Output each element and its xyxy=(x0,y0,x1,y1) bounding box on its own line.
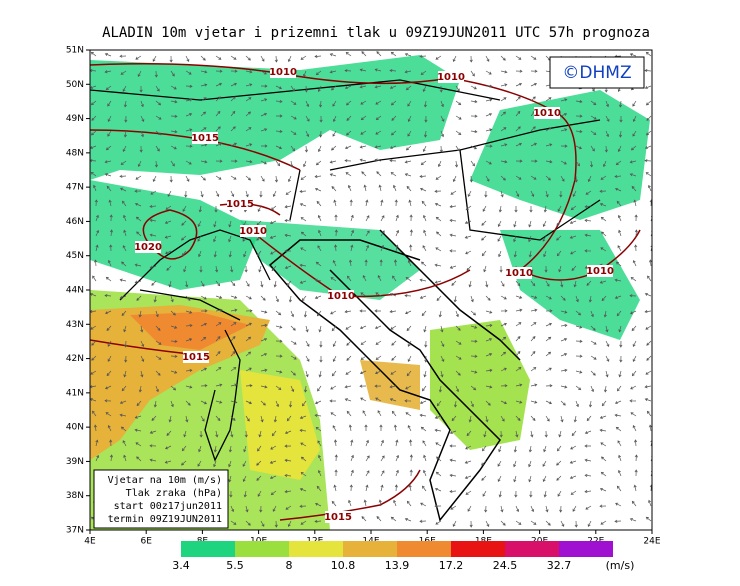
isobar-label: 1015 xyxy=(182,352,210,363)
lat-label: 37N xyxy=(66,526,84,536)
colorbar-label: 17.2 xyxy=(439,559,464,572)
lat-label: 39N xyxy=(66,457,84,467)
lat-label: 51N xyxy=(66,46,84,56)
isobar-label: 1015 xyxy=(226,199,254,210)
lat-label: 38N xyxy=(66,491,84,501)
isobar-label: 1020 xyxy=(134,242,162,253)
lat-label: 42N xyxy=(66,354,84,364)
logo-box xyxy=(549,56,645,89)
colorbar-label: 13.9 xyxy=(385,559,410,572)
colorbar-label: 24.5 xyxy=(493,559,518,572)
info-line: Vjetar na 10m (m/s) xyxy=(108,475,222,486)
coastline xyxy=(268,229,521,522)
border xyxy=(90,79,601,462)
info-line: termin 09Z19JUN2011 xyxy=(108,514,222,525)
colorbar-swatch xyxy=(397,541,451,557)
colorbar-swatch xyxy=(559,541,613,557)
isobar-label: 1015 xyxy=(324,512,352,523)
wind-field xyxy=(90,305,270,460)
lat-label: 48N xyxy=(66,148,84,158)
info-line: Tlak zraka (hPa) xyxy=(126,488,222,499)
lat-label: 46N xyxy=(66,217,84,227)
lat-label: 41N xyxy=(66,388,84,398)
colorbar-label: 8 xyxy=(286,559,293,572)
wind-field xyxy=(240,220,420,300)
lon-label: 6E xyxy=(140,537,152,547)
colorbar-label: 3.4 xyxy=(172,559,190,572)
lat-label: 45N xyxy=(66,251,84,261)
isobar-label: 1010 xyxy=(269,67,297,78)
colorbar-label: 5.5 xyxy=(226,559,244,572)
lat-label: 44N xyxy=(66,286,84,296)
isobar-label-bg xyxy=(192,132,218,144)
isobar-label-bg xyxy=(183,351,209,363)
colorbar-swatch xyxy=(181,541,235,557)
lon-label: 24E xyxy=(643,537,660,547)
wind-field xyxy=(90,180,260,290)
colorbar-swatch xyxy=(451,541,505,557)
isobar-label-bg xyxy=(135,241,161,253)
colorbar-swatch xyxy=(235,541,289,557)
isobar-label: 1015 xyxy=(191,133,219,144)
wind-field xyxy=(360,360,420,410)
colorbar-swatch xyxy=(289,541,343,557)
colorbar-label: 10.8 xyxy=(331,559,356,572)
isobar-label-bg xyxy=(240,225,266,237)
isobar-label: 1010 xyxy=(239,226,267,237)
wind-arrows xyxy=(90,51,652,528)
wind-field xyxy=(130,312,250,350)
info-box xyxy=(93,469,229,529)
isobar-label: 1010 xyxy=(533,108,561,119)
isobar-label-bg xyxy=(438,71,464,83)
lat-label: 49N xyxy=(66,114,84,124)
wind-field xyxy=(240,370,320,480)
lat-label: 40N xyxy=(66,423,84,433)
isobar-label: 1010 xyxy=(327,291,355,302)
info-line: start 00z17jun2011 xyxy=(114,501,222,512)
isobar-label-bg xyxy=(534,107,560,119)
lat-label: 50N xyxy=(66,80,84,90)
isobar-label-bg xyxy=(506,267,532,279)
wind-field xyxy=(470,90,650,220)
isobar-label-bg xyxy=(328,290,354,302)
lat-label: 47N xyxy=(66,183,84,193)
isobar-label-bg xyxy=(227,198,253,210)
colorbar-label: 32.7 xyxy=(547,559,572,572)
colorbar-unit: (m/s) xyxy=(606,559,635,572)
logo: ©DHMZ xyxy=(562,63,631,83)
colorbar-swatch xyxy=(505,541,559,557)
isobar-label-bg xyxy=(325,511,351,523)
colorbar-swatch xyxy=(343,541,397,557)
wind-field xyxy=(90,55,460,180)
lat-label: 43N xyxy=(66,320,84,330)
isobar-label-bg xyxy=(270,66,296,78)
isobar-label: 1010 xyxy=(437,72,465,83)
isobar-label: 1010 xyxy=(586,266,614,277)
map-title: ALADIN 10m vjetar i prizemni tlak u 09Z1… xyxy=(102,25,650,41)
isobar-label: 1010 xyxy=(505,268,533,279)
lon-label: 4E xyxy=(84,537,96,547)
isobar-label-bg xyxy=(587,265,613,277)
